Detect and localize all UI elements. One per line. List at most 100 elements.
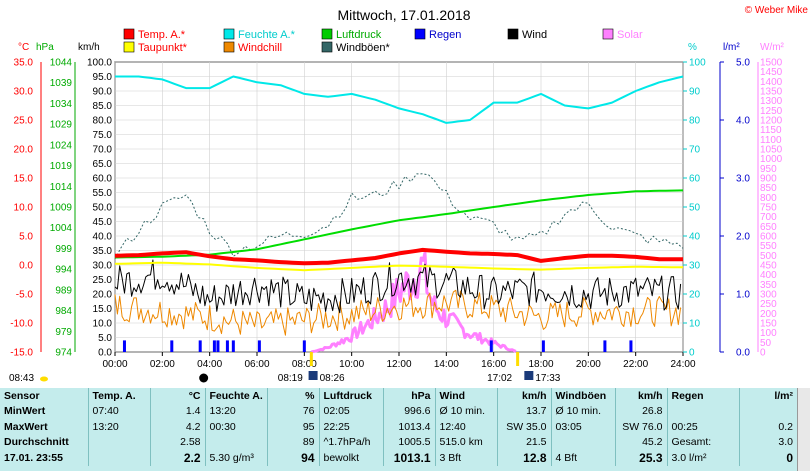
- series-temp-a: [114, 247, 683, 266]
- stats-cell: Gesamt:: [666, 434, 739, 450]
- solar-tick-label: 200: [760, 309, 777, 320]
- solar-tick-label: 1050: [760, 145, 783, 156]
- stats-cell: 25.3: [614, 450, 667, 466]
- stats-cell: 1.4: [149, 403, 205, 419]
- rain-bar: [231, 340, 235, 352]
- stats-cell: 996.6: [382, 403, 435, 419]
- temp-tick-label: 15.0: [14, 174, 34, 185]
- moonrise-time: 08:26: [320, 373, 345, 384]
- pressure-tick-label: 999: [55, 244, 72, 255]
- wind-tick-label: 100.0: [87, 58, 112, 69]
- wind-tick-label: 95.0: [93, 72, 113, 83]
- time-tick-label: 06:00: [244, 359, 269, 370]
- stats-cell: 13.7: [496, 403, 551, 419]
- temp-tick-label: 0.0: [19, 261, 33, 272]
- solar-tick-label: 1300: [760, 96, 783, 107]
- rain-bar: [216, 340, 220, 352]
- stats-cell: 2.58: [149, 434, 205, 450]
- stats-cell: Feuchte A.: [204, 388, 267, 404]
- humidity-tick-label: 30: [689, 261, 701, 272]
- stats-cell: 0.2: [738, 419, 797, 435]
- stats-row: MinWert 07:40 1.4 13:20 76 02:05 996.6 Ø 10 min…: [0, 403, 797, 419]
- axis-unit-solar: W/m²: [760, 42, 785, 53]
- rain-bar: [198, 340, 202, 352]
- solar-tick-label: 1350: [760, 87, 783, 98]
- time-tick-label: 22:00: [623, 359, 648, 370]
- chart-title: Mittwoch, 17.01.2018: [337, 7, 470, 23]
- pressure-tick-label: 1024: [50, 140, 73, 151]
- solar-tick-label: 950: [760, 164, 777, 175]
- solar-tick-label: 100: [760, 328, 777, 339]
- legend: Temp. A.* Feuchte A.* Luftdruck Regen Wind So…: [123, 28, 643, 54]
- humidity-tick-label: 20: [689, 290, 701, 301]
- legend-label: Temp. A.*: [138, 29, 186, 41]
- time-tick-label: 12:00: [386, 359, 411, 370]
- stats-cell: 22:25: [318, 419, 383, 435]
- stats-cell: 02:05: [318, 403, 383, 419]
- legend-label: Windböen*: [336, 42, 391, 54]
- stats-cell: SW 35.0: [496, 419, 551, 435]
- wind-tick-label: 80.0: [93, 116, 113, 127]
- rain-bar: [489, 340, 493, 352]
- time-tick-label: 00:00: [102, 359, 127, 370]
- solar-tick-label: 300: [760, 290, 777, 301]
- moonset-icon: [524, 371, 534, 380]
- vertical-scrollbar[interactable]: [797, 388, 810, 471]
- stats-cell: [666, 403, 739, 419]
- wind-tick-label: 70.0: [93, 145, 113, 156]
- pressure-tick-label: 1044: [50, 58, 73, 69]
- sun-icon: [40, 376, 48, 382]
- temp-tick-label: -5.0: [16, 290, 34, 301]
- solar-tick-label: 850: [760, 183, 777, 194]
- stats-cell: 515.0 km: [434, 434, 497, 450]
- solar-tick-label: 250: [760, 299, 777, 310]
- stats-cell: 1013.1: [382, 450, 435, 466]
- axis-headers: °C hPa km/h% l/m² W/m²: [18, 42, 785, 53]
- pressure-tick-label: 984: [55, 306, 72, 317]
- stats-cell: 89: [266, 434, 319, 450]
- legend-label: Feuchte A.*: [238, 29, 296, 41]
- stats-cell: 00:25: [666, 419, 739, 435]
- axis-unit-rain: l/m²: [723, 42, 740, 53]
- axis-unit-pressure: hPa: [36, 42, 54, 53]
- rain-tick-label: 1.0: [736, 290, 750, 301]
- stats-cell: km/h: [496, 388, 551, 404]
- stats-cell: [204, 434, 267, 450]
- pressure-tick-label: 1034: [50, 99, 73, 110]
- sunrise-time: 08:19: [278, 373, 303, 384]
- rain-tick-label: 5.0: [736, 58, 750, 69]
- legend-swatch: [414, 28, 426, 40]
- solar-tick-label: 150: [760, 319, 777, 330]
- stats-cell: 1005.5: [382, 434, 435, 450]
- solar-tick-label: 750: [760, 203, 777, 214]
- rain-bar: [225, 340, 229, 352]
- axes: 100.095.090.085.080.075.070.065.060.055.…: [10, 58, 782, 371]
- stats-cell: 07:40: [87, 403, 150, 419]
- humidity-tick-label: 0: [689, 348, 695, 359]
- stats-cell: 1013.4: [382, 419, 435, 435]
- sun-moon-events: 08:19 08:26 17:02 17:33 08:43: [9, 352, 561, 384]
- rain-bar: [603, 340, 607, 352]
- rain-tick-label: 2.0: [736, 232, 750, 243]
- statistics-table: Sensor Temp. A. °C Feuchte A.% Luftdruck hPa W…: [0, 388, 797, 471]
- temp-tick-label: 30.0: [14, 87, 34, 98]
- series-wind: [114, 259, 682, 314]
- sunrise-marker: [309, 352, 313, 366]
- humidity-tick-label: 80: [689, 116, 701, 127]
- wind-tick-label: 15.0: [93, 304, 113, 315]
- stats-cell: 3.0: [738, 434, 797, 450]
- solar-tick-label: 400: [760, 270, 777, 281]
- stats-cell: Durchschnitt: [4, 436, 69, 449]
- humidity-tick-label: 50: [689, 203, 701, 214]
- pressure-tick-label: 1004: [50, 223, 73, 234]
- stats-cell: MinWert: [4, 405, 46, 418]
- stats-header-row: Sensor Temp. A. °C Feuchte A.% Luftdruck hPa W…: [0, 388, 797, 404]
- stats-cell: km/h: [614, 388, 667, 404]
- stats-cell: 2.2: [149, 450, 205, 466]
- stats-cell: Windböen: [550, 388, 615, 404]
- stats-cell: [87, 434, 150, 450]
- legend-label: Luftdruck: [336, 29, 382, 41]
- axis-unit-temp: °C: [18, 42, 29, 53]
- wind-tick-label: 10.0: [93, 319, 113, 330]
- stats-cell: %: [266, 388, 319, 404]
